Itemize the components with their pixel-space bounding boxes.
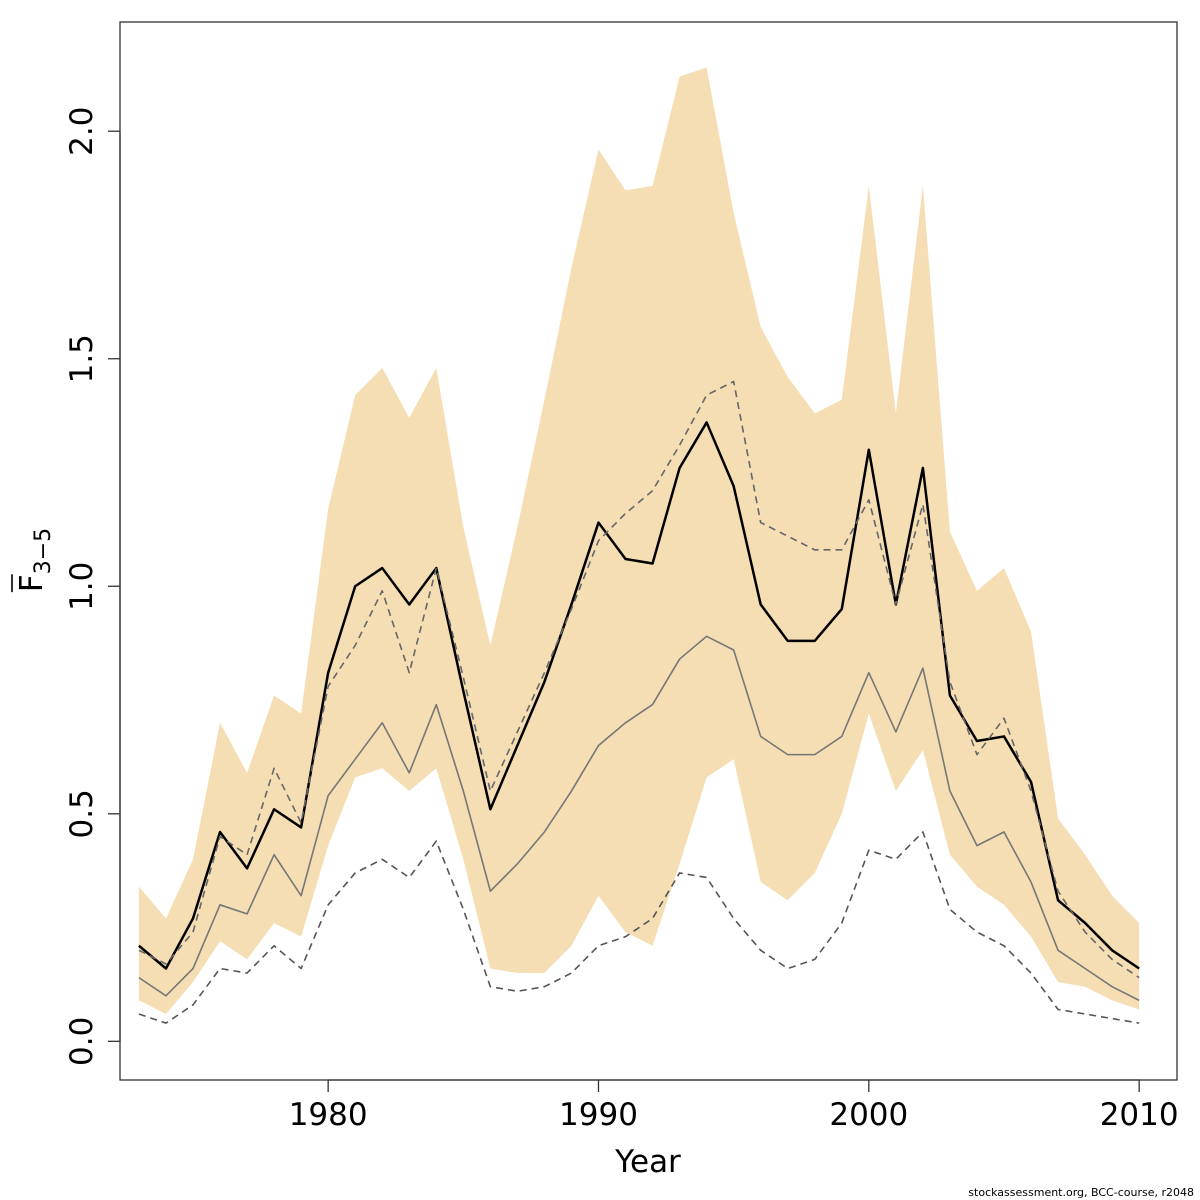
svg-text:F3−5: F3−5 <box>14 528 56 592</box>
x-tick-label-1980: 1980 <box>289 1097 368 1133</box>
y-axis-label-subscript: 3−5 <box>31 528 56 574</box>
x-tick-label-1990: 1990 <box>559 1097 638 1133</box>
series-line-1 <box>138 635 1140 1002</box>
y-tick-label-1.5: 1.5 <box>64 334 100 383</box>
series-line-3 <box>138 831 1140 1024</box>
x-axis-label: Year <box>614 1144 681 1180</box>
y-tick-label-1.0: 1.0 <box>64 562 100 611</box>
x-axis: 1980 1990 2000 2010 <box>289 1079 1179 1133</box>
series-layer <box>138 380 1140 1024</box>
confidence-band-layer <box>138 67 1140 1015</box>
y-axis: 0.0 0.5 1.0 1.5 2.0 <box>64 107 121 1066</box>
y-tick-label-2.0: 2.0 <box>64 107 100 156</box>
credit-text: stockassessment.org, BCC-course, r2048 <box>968 1186 1194 1199</box>
y-tick-label-0.0: 0.0 <box>64 1017 100 1066</box>
x-tick-label-2010: 2010 <box>1100 1097 1179 1133</box>
y-axis-label-main: F <box>14 574 50 592</box>
x-tick-label-2000: 2000 <box>829 1097 908 1133</box>
confidence-band <box>138 67 1140 1015</box>
series-line-2 <box>138 380 1140 979</box>
y-tick-label-0.5: 0.5 <box>64 789 100 838</box>
y-axis-label: F3−5 <box>14 528 56 592</box>
